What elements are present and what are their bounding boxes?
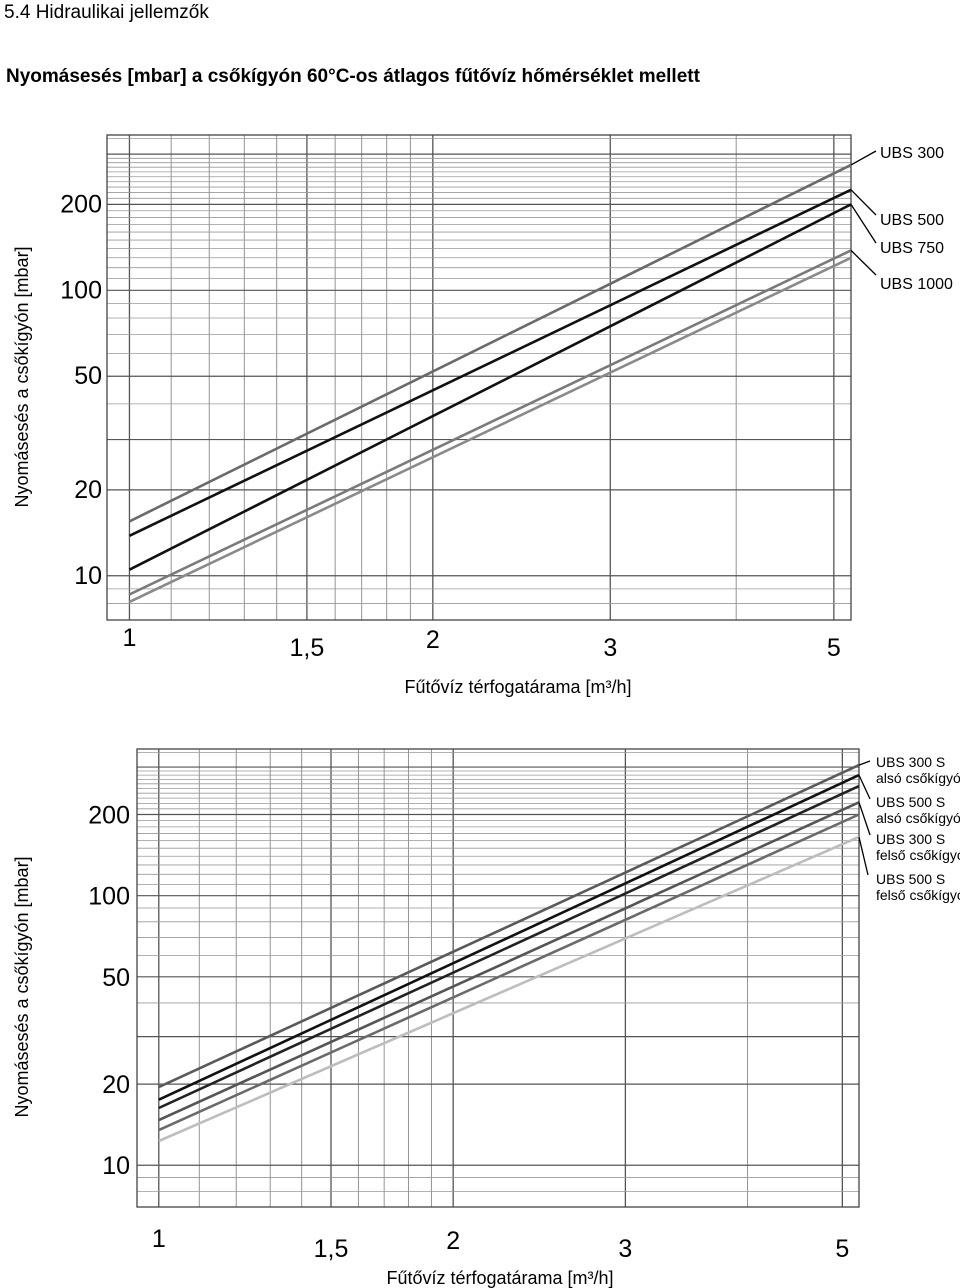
legend-leader-line [858, 836, 869, 876]
series-line-1 [158, 763, 860, 1089]
x-axis-title: Fűtővíz térfogatárama [m³/h] [386, 1268, 613, 1288]
legend-label: UBS 500 S [876, 871, 945, 887]
x-tick-label: 1,5 [314, 1235, 349, 1263]
series-line-3 [158, 784, 860, 1110]
series-line-4 [128, 249, 852, 596]
legend-label: UBS 300 S [876, 754, 945, 770]
x-tick-label: 2 [426, 626, 440, 654]
legend-leader-line [850, 150, 877, 166]
x-tick-label: 3 [618, 1235, 632, 1263]
x-axis-title: Fűtővíz térfogatárama [m³/h] [404, 677, 631, 697]
series-group [158, 763, 860, 1143]
legend-leader-line [858, 774, 871, 800]
series-line-2 [128, 188, 852, 537]
series-line-4 [158, 801, 860, 1122]
series-line-6 [158, 835, 860, 1143]
legend-label: UBS 1000 [880, 276, 953, 293]
legend-leader-line [850, 189, 877, 216]
x-tick-label: 2 [446, 1227, 460, 1255]
legend-label: UBS 500 S [876, 794, 945, 810]
y-tick-label: 100 [60, 276, 102, 304]
series-group [128, 163, 852, 604]
pressure-drop-chart-ubs-s: 10 20 50 100 200 1 1,5 2 3 5 Fűtővíz térfogatárama… [12, 748, 960, 1288]
legend-leader-line [850, 204, 877, 244]
y-tick-label: 20 [74, 476, 102, 504]
y-tick-label: 200 [60, 190, 102, 218]
x-tick-label: 5 [827, 634, 841, 662]
legend-label: UBS 300 S [876, 831, 945, 847]
pressure-drop-chart-ubs: 10 20 50 100 200 1 1,5 2 3 5 Fűtővíz térfogatárama… [12, 134, 953, 697]
x-tick-label: 1 [122, 624, 136, 652]
x-tick-label: 1 [152, 1225, 166, 1253]
x-tick-label: 3 [603, 634, 617, 662]
legend-leader-line [858, 760, 871, 766]
y-tick-label: 20 [102, 1071, 130, 1099]
series-line-1 [128, 163, 852, 523]
series-line-3 [128, 203, 852, 571]
legend-leader-line [850, 249, 877, 276]
legend-label: UBS 750 [880, 240, 944, 257]
legend-label: felső csőkígyó [876, 887, 960, 903]
y-tick-label: 10 [74, 562, 102, 590]
chart-heading: Nyomásesés [mbar] a csőkígyón 60°C-os át… [6, 66, 700, 87]
y-axis-title: Nyomásesés a csőkígyón [mbar] [12, 856, 32, 1117]
plot-frame [136, 748, 860, 1208]
x-tick-label: 5 [835, 1235, 849, 1263]
y-tick-label: 50 [74, 362, 102, 390]
legend-label: alsó csőkígyó [876, 770, 960, 786]
y-tick-label: 100 [88, 883, 130, 911]
series-line-5 [128, 256, 852, 604]
legend-label: alsó csőkígyó [876, 810, 960, 826]
plot-frame [106, 134, 852, 621]
legend-label: UBS 500 [880, 212, 944, 229]
legend-label: UBS 300 [880, 145, 944, 162]
series-line-5 [158, 813, 860, 1132]
legend: UBS 300 UBS 500 UBS 750 UBS 1000 [850, 145, 953, 293]
legend-leader-line [858, 802, 871, 836]
series-line-2 [158, 773, 860, 1101]
y-tick-label: 200 [88, 802, 130, 830]
grid [107, 135, 851, 620]
legend-label: felső csőkígyó [876, 847, 960, 863]
y-axis-title: Nyomásesés a csőkígyón [mbar] [12, 246, 32, 507]
x-tick-label: 1,5 [290, 634, 325, 662]
y-tick-label: 10 [102, 1152, 130, 1180]
section-title: 5.4 Hidraulikai jellemzők [4, 2, 209, 23]
y-tick-label: 50 [102, 964, 130, 992]
